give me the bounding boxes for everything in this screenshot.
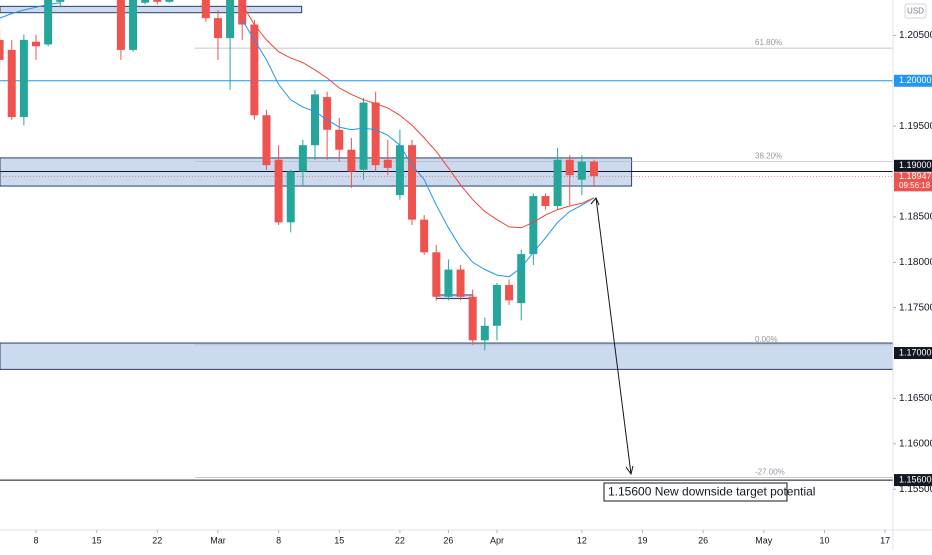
candle-body [153,0,162,2]
y-tick-label: 1.20500 [899,30,932,41]
x-tick-label: 15 [334,535,344,545]
candle-body [468,296,477,341]
fib-label: 61.80% [755,38,782,47]
x-tick-label: 22 [152,535,162,545]
candle-body [56,0,65,2]
x-tick-label: 19 [638,535,648,545]
y-tick-label: 1.16500 [899,393,932,404]
fib-label: -27.00% [755,467,785,476]
y-tick-label: 1.15500 [899,484,932,495]
x-tick-label: 26 [698,535,708,545]
candle-body [505,284,514,301]
x-tick-label: 17 [880,535,890,545]
candle-body [589,161,598,177]
y-tick-label: 1.18500 [899,212,932,223]
price-label-box [894,474,932,487]
candle-body [0,39,4,60]
price-label-box [894,74,932,87]
x-tick-label: 22 [395,535,405,545]
candle-body [226,0,235,39]
zone [0,5,303,14]
x-tick-label: 8 [276,535,281,545]
y-tick-label: 1.17500 [899,302,932,313]
candle-body [262,115,271,166]
candle-body [19,39,28,118]
candle-body [213,18,222,39]
currency-box [904,3,927,19]
candle-body [116,0,125,50]
candle-body [250,24,259,116]
price-label-box [894,347,932,360]
price-label-box [894,159,932,172]
ma-line [0,2,595,278]
x-tick-label: 15 [92,535,102,545]
ma-line [241,4,595,229]
x-tick-label: May [755,535,773,545]
price-label: 1.20000 [899,75,932,85]
candle-body [274,159,283,223]
candle-body [286,171,295,223]
candle-body [529,196,538,255]
x-tick-label: Mar [210,535,226,545]
x-tick-label: 10 [819,535,829,545]
candle-body [408,145,417,220]
candle-body [517,254,526,304]
candle-body [371,102,380,166]
candle-body [44,0,53,45]
candle-body [480,325,489,341]
candle-body [165,0,174,2]
candle-body [541,196,550,207]
candle-body [335,129,344,150]
candle-body [347,149,356,172]
candle-body [420,219,429,253]
plot: 61.80% 38.20% 0.00% -27.00% [0,0,893,481]
countdown: 09:56:18 [899,181,931,190]
candle-body [31,41,41,47]
candle-body [432,252,441,297]
candle-body [298,145,307,172]
candle-body [444,269,453,297]
candle-body [141,0,150,3]
candle-body [383,159,392,168]
fib-label: 0.00% [755,335,778,344]
x-tick-label: Apr [490,535,504,545]
candle-body [492,284,501,326]
last-price-label: 1.18947 [899,171,932,181]
candle-body [7,49,16,118]
candle-body [323,97,332,130]
price-label: 1.15600 [899,474,932,484]
zone [0,342,893,370]
price-label: 1.19000 [899,160,932,170]
candle-body [310,94,319,146]
candle-body [553,159,562,207]
candle-body [456,269,465,297]
candle-body [238,0,247,25]
annotation-box [603,482,788,502]
y-tick-label: 1.16000 [899,438,932,449]
candle-body [129,0,138,50]
candle-body [359,102,368,170]
price-label: 1.17000 [899,347,932,357]
candle-body [201,0,210,19]
x-tick-label: 12 [577,535,587,545]
candle-body [577,161,586,180]
candle-body [565,159,574,176]
x-tick-label: 8 [33,535,38,545]
zone [435,294,474,300]
candle-body [395,145,404,196]
last-price-box [894,172,932,192]
fib-label: 38.20% [755,152,782,161]
y-tick-label: 1.19500 [899,121,932,132]
currency: USD [907,7,924,16]
target-arrow [590,197,634,476]
zones [0,5,893,370]
annotation: 1.15600 New downside target potential [608,485,815,499]
y-tick-label: 1.18000 [899,257,932,268]
x-tick-label: 26 [443,535,453,545]
